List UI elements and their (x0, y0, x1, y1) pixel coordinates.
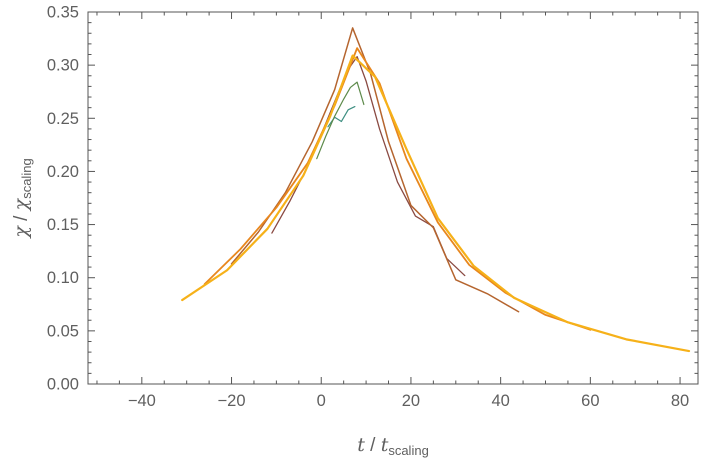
y-tick-label: 0.30 (47, 57, 79, 75)
y-tick-label: 0.35 (47, 4, 79, 22)
x-label-divider: / (364, 435, 381, 456)
x-axis-label: t / tscaling (357, 434, 429, 458)
y-label-symbol-2: χ (10, 198, 32, 211)
y-tick-label: 0.10 (47, 269, 79, 287)
y-axis-label: χ / χscaling (10, 158, 34, 237)
x-tick-label: 20 (402, 392, 420, 410)
y-tick-label: 0.05 (47, 322, 79, 340)
x-label-symbol-2: t (380, 434, 389, 456)
y-tick-label: 0.00 (47, 376, 79, 394)
x-label-subscript: scaling (388, 443, 429, 458)
x-tick-label: −20 (218, 392, 246, 410)
y-tick-label: 0.20 (47, 163, 79, 181)
x-tick-label: 0 (317, 392, 326, 410)
y-label-subscript: scaling (19, 158, 34, 199)
series-line-series-6 (181, 54, 691, 353)
x-tick-label: −40 (128, 392, 156, 410)
series-line-series-3 (271, 55, 466, 277)
series-line-series-5 (203, 47, 592, 331)
x-tick-label: 80 (671, 392, 689, 410)
y-tick-label: 0.25 (47, 110, 79, 128)
y-label-divider: / (11, 210, 32, 227)
y-tick-label: 0.15 (47, 216, 79, 234)
x-label-symbol: t (357, 434, 365, 456)
plot-frame (87, 11, 699, 385)
x-tick-label: 60 (581, 392, 599, 410)
y-label-symbol: χ (10, 226, 32, 238)
x-tick-label: 40 (491, 392, 509, 410)
series-line-series-2 (316, 81, 365, 160)
